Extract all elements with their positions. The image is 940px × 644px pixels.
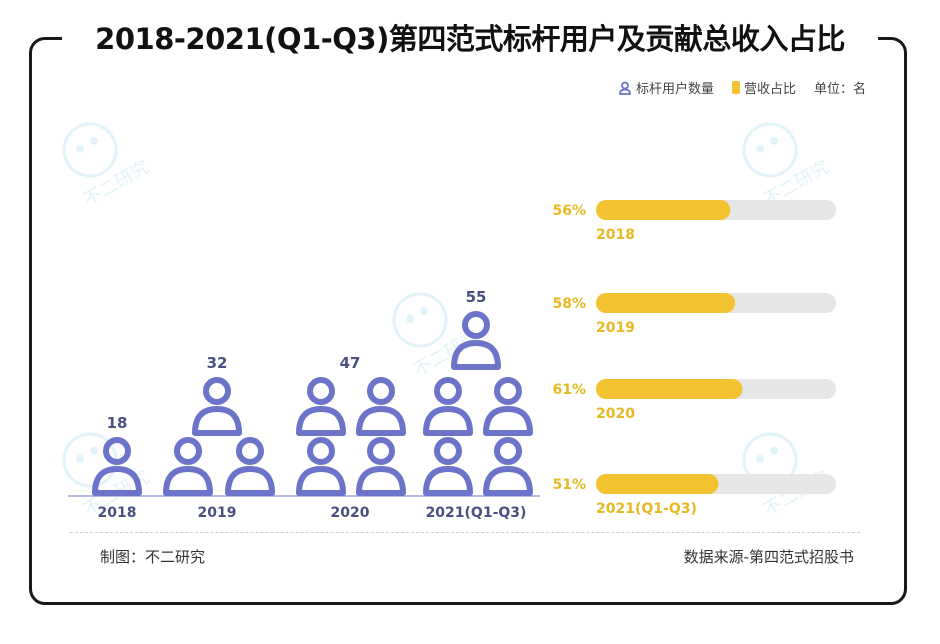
legend-users-label: 标杆用户数量 xyxy=(635,82,714,97)
user-icon xyxy=(423,437,473,496)
watermark-logo: 不二研究 xyxy=(742,432,833,521)
user-count-label: 55 xyxy=(466,288,487,306)
user-icon xyxy=(356,377,406,436)
legend: 标杆用户数量 营收占比 单位：名 xyxy=(618,78,866,97)
user-icon xyxy=(423,377,473,436)
user-count-label: 32 xyxy=(207,354,228,372)
year-label: 2019 xyxy=(198,505,237,521)
share-year-label: 2020 xyxy=(596,406,635,422)
bar-fill xyxy=(596,293,736,313)
person-icon xyxy=(619,81,631,95)
share-value-label: 61% xyxy=(552,382,586,398)
chart-title: 2018-2021(Q1-Q3)第四范式标杆用户及贡献总收入占比 xyxy=(62,19,878,59)
user-count-label: 18 xyxy=(107,414,128,432)
share-value-label: 56% xyxy=(552,203,586,219)
user-icon xyxy=(356,437,406,496)
share-year-label: 2019 xyxy=(596,320,635,336)
watermark-logo: 不二研究 xyxy=(742,122,833,211)
footer-divider xyxy=(70,532,860,533)
year-label: 2018 xyxy=(98,505,137,521)
user-icon xyxy=(225,437,275,496)
year-label: 2021(Q1-Q3) xyxy=(426,505,527,521)
bar-fill xyxy=(596,200,731,220)
share-year-label: 2021(Q1-Q3) xyxy=(596,501,697,517)
year-label: 2020 xyxy=(331,505,370,521)
user-icon xyxy=(296,437,346,496)
share-value-label: 58% xyxy=(552,296,586,312)
user-icon xyxy=(451,311,501,370)
user-count-label: 47 xyxy=(340,354,361,372)
user-icon xyxy=(92,437,142,496)
bar-fill xyxy=(596,474,719,494)
user-icon xyxy=(483,377,533,436)
share-year-label: 2018 xyxy=(596,227,635,243)
footer-source: 数据来源-第四范式招股书 xyxy=(683,548,854,566)
share-value-label: 51% xyxy=(552,477,586,493)
user-icon xyxy=(163,437,213,496)
user-icon xyxy=(483,437,533,496)
watermark-text: 不二研究 xyxy=(80,157,153,211)
legend-unit-label: 单位：名 xyxy=(813,82,866,97)
bar-fill xyxy=(596,379,743,399)
legend-share-label: 营收占比 xyxy=(743,82,796,97)
watermark-logo: 不二研究 xyxy=(62,122,153,211)
user-icon xyxy=(192,377,242,436)
user-icon xyxy=(296,377,346,436)
footer-credit: 制图：不二研究 xyxy=(100,548,206,566)
bar-swatch-icon xyxy=(731,81,740,94)
